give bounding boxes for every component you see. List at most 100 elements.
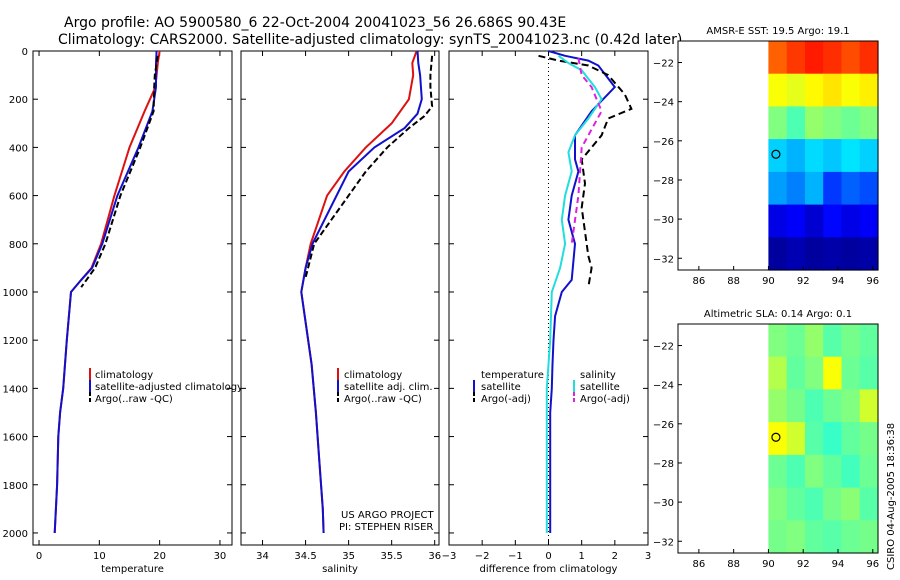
sst-map-cell bbox=[768, 204, 788, 238]
sla-map-cell bbox=[859, 356, 879, 390]
salinity-x-tick-label: 34.5 bbox=[294, 551, 316, 562]
sst-map-cell bbox=[823, 139, 843, 173]
sst-map-cell bbox=[823, 171, 843, 206]
temperature-legend-label: climatology bbox=[95, 370, 153, 381]
figure-title-line-2: Climatology: CARS2000. Satellite-adjuste… bbox=[58, 32, 682, 48]
difference-profile-panel: −3 −2 −1 0 1 2 3 difference from climatology tem… bbox=[442, 50, 651, 575]
sst-map-lat-tick-label: −30 bbox=[653, 215, 674, 226]
sla-map-lat-tick-label: −22 bbox=[653, 342, 674, 353]
sla-map-cell bbox=[859, 324, 879, 358]
sla-map-cell bbox=[786, 356, 806, 390]
salinity-x-axis-label: salinity bbox=[322, 564, 358, 575]
sst-map-cell bbox=[823, 237, 843, 271]
salinity-x-tick-label: 34 bbox=[256, 551, 269, 562]
sst-map-cell bbox=[859, 139, 879, 173]
sla-map-cell bbox=[841, 324, 861, 358]
temperature-x-tick-label: 20 bbox=[153, 551, 166, 562]
sla-map-cell bbox=[841, 356, 861, 390]
sst-map-cell bbox=[859, 204, 879, 238]
sst-map-cell bbox=[841, 204, 861, 238]
difference-x-tick-label: 2 bbox=[612, 551, 618, 562]
temperature-legend-label: satellite-adjusted climatology bbox=[95, 382, 243, 393]
sst-map-cell bbox=[786, 41, 806, 75]
salinity-legend-label: Argo(..raw -QC) bbox=[344, 394, 422, 405]
difference-legend-label: satellite bbox=[481, 382, 521, 393]
sst-map-cell bbox=[823, 73, 843, 107]
depth-tick-label: 600 bbox=[9, 192, 28, 203]
sla-map-cell bbox=[768, 487, 788, 521]
sst-map-cell bbox=[841, 171, 861, 206]
sla-map-cell bbox=[786, 520, 806, 554]
sla-map-cell bbox=[841, 520, 861, 554]
sst-map-lat-tick-label: −24 bbox=[653, 98, 674, 109]
sst-map-cell bbox=[768, 139, 788, 173]
difference-series-salinity-satellite bbox=[545, 54, 603, 533]
sla-map-cell bbox=[805, 389, 824, 423]
sst-map-cell bbox=[823, 106, 843, 140]
sla-map-cell bbox=[841, 454, 861, 489]
sla-map-cell bbox=[823, 324, 843, 358]
sla-map-lat-tick-label: −26 bbox=[653, 420, 674, 431]
difference-legend-heading: temperature bbox=[481, 370, 544, 381]
sla-map-lon-tick-label: 90 bbox=[762, 559, 775, 570]
sst-map-cell bbox=[786, 204, 806, 238]
temperature-x-axis-label: temperature bbox=[101, 564, 164, 575]
sst-map-cell bbox=[805, 171, 824, 206]
sla-map-lon-tick-label: 94 bbox=[832, 559, 845, 570]
difference-series-temperature-argo-adj- bbox=[538, 54, 633, 288]
sst-map-cell bbox=[786, 237, 806, 271]
sst-map-cell bbox=[841, 106, 861, 140]
sst-map-panel: 86 88 90 92 94 96 −22 −24 −26 −28 −30 −32 AMSR-E SST… bbox=[653, 26, 879, 287]
sla-map-cell bbox=[823, 454, 843, 489]
sla-map-border bbox=[677, 323, 879, 554]
sst-map-cell bbox=[823, 41, 843, 75]
sla-map-panel: 86 88 90 92 94 96 −22 −24 −26 −28 −30 −32 Altimetric… bbox=[653, 309, 879, 570]
sla-map-cell bbox=[805, 520, 824, 554]
sst-map-cell bbox=[786, 106, 806, 140]
sst-map-title: AMSR-E SST: 19.5 Argo: 19.1 bbox=[706, 26, 849, 37]
salinity-legend-label: satellite adj. clim. bbox=[344, 382, 433, 393]
sla-map-cell bbox=[786, 454, 806, 489]
sla-map-lon-tick-label: 96 bbox=[866, 559, 879, 570]
sla-map-cell bbox=[786, 389, 806, 423]
depth-tick-label: 0 bbox=[22, 47, 28, 58]
sla-map-cell bbox=[805, 454, 824, 489]
sla-map-cell bbox=[768, 422, 788, 456]
sla-map-lat-tick-label: −32 bbox=[653, 537, 674, 548]
sst-map-cell bbox=[841, 139, 861, 173]
temperature-plot-frame bbox=[32, 50, 233, 546]
sla-map-cell bbox=[859, 389, 879, 423]
difference-x-tick-label: 1 bbox=[578, 551, 584, 562]
sst-map-cell bbox=[859, 73, 879, 107]
depth-tick-label: 1200 bbox=[3, 336, 28, 347]
sla-map-cell bbox=[859, 520, 879, 554]
sst-map-cell bbox=[768, 73, 788, 107]
sla-map-cell bbox=[768, 454, 788, 489]
sla-map-cell bbox=[859, 487, 879, 521]
sla-map-cell bbox=[823, 520, 843, 554]
sla-map-lon-tick-label: 86 bbox=[693, 559, 706, 570]
temperature-x-tick-label: 10 bbox=[93, 551, 106, 562]
temperature-legend-label: Argo(..raw -QC) bbox=[95, 394, 173, 405]
sla-map-cell bbox=[841, 422, 861, 456]
sla-map-cell bbox=[768, 520, 788, 554]
sla-map-cell bbox=[805, 422, 824, 456]
sst-map-cell bbox=[841, 73, 861, 107]
sst-map-cell bbox=[786, 171, 806, 206]
sst-map-cell bbox=[859, 171, 879, 206]
salinity-x-tick-label: 35 bbox=[342, 551, 355, 562]
sst-map-cell bbox=[786, 139, 806, 173]
sla-map-lon-tick-label: 92 bbox=[797, 559, 810, 570]
credit-line-2: PI: STEPHEN RISER bbox=[339, 522, 433, 533]
difference-x-tick-label: −1 bbox=[508, 551, 523, 562]
sla-map-lon-tick-label: 88 bbox=[727, 559, 740, 570]
depth-tick-label: 400 bbox=[9, 143, 28, 154]
sst-map-cell bbox=[823, 204, 843, 238]
salinity-plot-frame bbox=[240, 50, 440, 546]
sst-map-lat-tick-label: −32 bbox=[653, 254, 674, 265]
depth-tick-label: 200 bbox=[9, 95, 28, 106]
sst-map-profile-location-marker bbox=[771, 149, 781, 159]
sla-map-cell bbox=[805, 356, 824, 390]
sst-map-lon-tick-label: 96 bbox=[866, 276, 879, 287]
sst-map-lon-tick-label: 86 bbox=[693, 276, 706, 287]
